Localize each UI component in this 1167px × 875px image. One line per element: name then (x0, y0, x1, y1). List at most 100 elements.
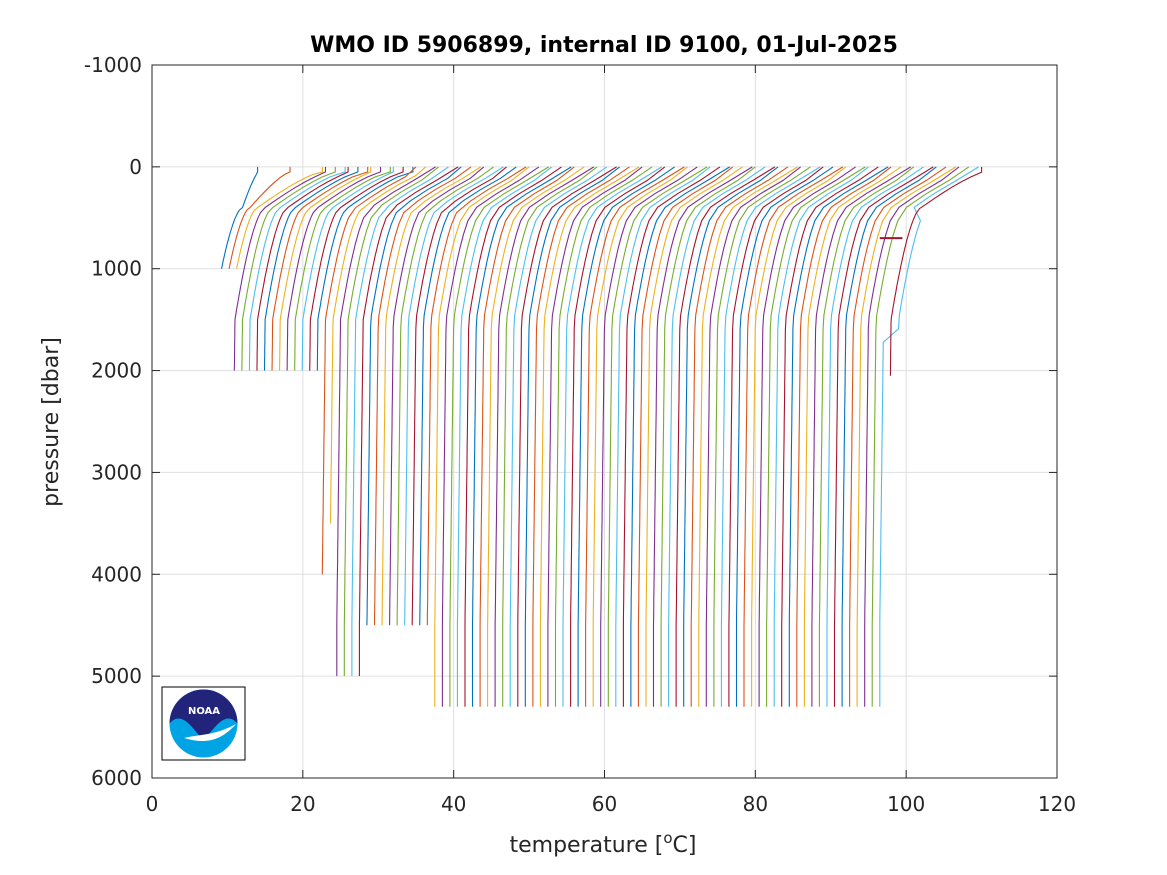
profile-line (309, 166, 404, 371)
profile-line (796, 166, 892, 707)
profile-line (479, 166, 575, 707)
profile-line (241, 166, 336, 371)
x-tick-label: 100 (887, 792, 925, 816)
profile-line (343, 166, 439, 677)
profile-line (396, 166, 494, 626)
profile-line (607, 166, 708, 707)
profile-line (248, 166, 346, 371)
profile-line (404, 166, 504, 626)
y-tick-label: 4000 (91, 562, 142, 586)
y-tick-label: 3000 (91, 460, 142, 484)
profile-line (826, 166, 924, 707)
profile-lines (220, 166, 983, 707)
profile-line (411, 166, 507, 626)
profile-line (449, 166, 549, 707)
profile-line (220, 166, 259, 269)
profile-line (683, 166, 779, 707)
profile-line (690, 166, 789, 707)
profile-line (301, 166, 394, 371)
y-tick-label: 2000 (91, 359, 142, 383)
profile-line (811, 166, 911, 707)
profile-line (720, 166, 821, 707)
x-tick-label: 40 (441, 792, 466, 816)
x-axis-label-sup: o (663, 829, 672, 847)
profile-line (849, 166, 947, 707)
profile-line (294, 166, 391, 371)
profile-line (577, 166, 675, 707)
profile-line (735, 166, 834, 707)
chart-title: WMO ID 5906899, internal ID 9100, 01-Jul… (310, 33, 898, 58)
y-tick-label: 0 (129, 155, 142, 179)
profile-line (751, 166, 847, 707)
profile-line (517, 166, 617, 707)
profile-line (358, 166, 459, 677)
profile-line (743, 166, 844, 707)
profile-line (864, 166, 960, 707)
profile-line (228, 166, 291, 269)
profile-line (570, 166, 666, 707)
profile-line (660, 166, 756, 707)
profile-line (494, 166, 595, 707)
x-tick-label: 60 (592, 792, 617, 816)
x-tick-label: 20 (290, 792, 315, 816)
y-tick-label: 6000 (91, 766, 142, 790)
profile-line (728, 166, 824, 707)
x-axis-label-unit: C] (673, 833, 697, 858)
x-tick-label: 80 (743, 792, 768, 816)
profile-line (833, 166, 934, 707)
profile-line (615, 166, 711, 707)
profile-line (856, 166, 957, 707)
axis-ticks: 0 20 40 60 80 100 120 -1000 0 1000 2000 3000 4000 500… (84, 53, 1076, 816)
profile-line (381, 166, 482, 626)
profile-line (554, 166, 653, 707)
profile-line (279, 166, 372, 371)
profile-line (698, 166, 798, 707)
profile-line (373, 166, 472, 626)
profile-line (434, 166, 530, 707)
profile-line (509, 166, 608, 707)
noaa-logo: NOAA (161, 686, 246, 761)
profile-line (233, 166, 327, 371)
profile-line (818, 166, 915, 707)
profile-line (419, 166, 517, 626)
profile-line (668, 166, 766, 707)
profile-line (316, 166, 414, 371)
x-tick-label: 120 (1038, 792, 1076, 816)
profile-line (675, 166, 776, 707)
profile-line (426, 166, 527, 626)
y-tick-label: 5000 (91, 664, 142, 688)
profile-line (841, 166, 937, 707)
profile-line (713, 166, 811, 707)
profile-line (456, 166, 553, 707)
noaa-logo-text: NOAA (188, 706, 220, 717)
x-axis-label: temperature [oC] (509, 829, 696, 858)
profile-line (705, 166, 801, 707)
profile-line (803, 166, 902, 707)
profile-line (592, 166, 688, 707)
profile-line (336, 166, 436, 677)
profile-line (236, 166, 323, 269)
profile-line (329, 166, 427, 524)
profile-line (321, 166, 417, 575)
profile-line (539, 166, 640, 707)
profile-line (637, 166, 734, 707)
y-tick-label: 1000 (91, 257, 142, 281)
profile-line (622, 166, 721, 707)
profile-line (547, 166, 643, 707)
profile-line (889, 166, 983, 376)
profile-line (532, 166, 630, 707)
profile-line (788, 166, 889, 707)
profile-line (871, 166, 970, 707)
profile-line (389, 166, 485, 626)
x-tick-label: 0 (146, 792, 159, 816)
profile-line (766, 166, 866, 707)
profile-line (652, 166, 753, 707)
profile-line (366, 166, 462, 626)
profile-line (464, 166, 562, 707)
profile-line (879, 166, 979, 707)
profile-line (630, 166, 730, 707)
y-tick-label: -1000 (84, 53, 142, 77)
profile-line (256, 166, 349, 371)
profile-line (263, 166, 359, 371)
